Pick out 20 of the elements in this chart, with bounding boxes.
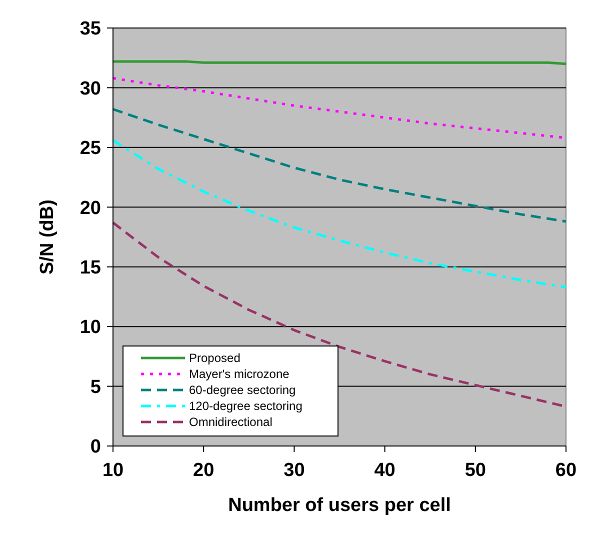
y-tick-label: 30 — [80, 78, 101, 100]
y-tick-label: 25 — [80, 138, 102, 160]
x-tick-label: 60 — [555, 460, 577, 481]
legend-label: Omnidirectional — [189, 415, 272, 430]
x-axis-title: Number of users per cell — [228, 495, 451, 516]
y-tick-label: 10 — [80, 317, 101, 338]
legend-label: Proposed — [189, 351, 240, 366]
x-tick-label: 50 — [464, 460, 486, 481]
y-tick-label: 15 — [80, 258, 102, 279]
legend-label: 120-degree sectoring — [189, 399, 302, 414]
x-tick-label: 20 — [193, 460, 214, 481]
y-tick-label: 5 — [90, 376, 102, 398]
y-axis-title: S/N (dB) — [37, 200, 58, 274]
y-tick-label: 35 — [80, 18, 102, 40]
legend-label: Mayer's microzone — [189, 367, 290, 382]
y-tick-label: 0 — [90, 436, 101, 458]
x-tick-label: 40 — [374, 460, 396, 481]
y-tick-label: 20 — [80, 198, 101, 219]
legend-label: 60-degree sectoring — [189, 383, 296, 398]
x-tick-label: 30 — [284, 460, 305, 481]
